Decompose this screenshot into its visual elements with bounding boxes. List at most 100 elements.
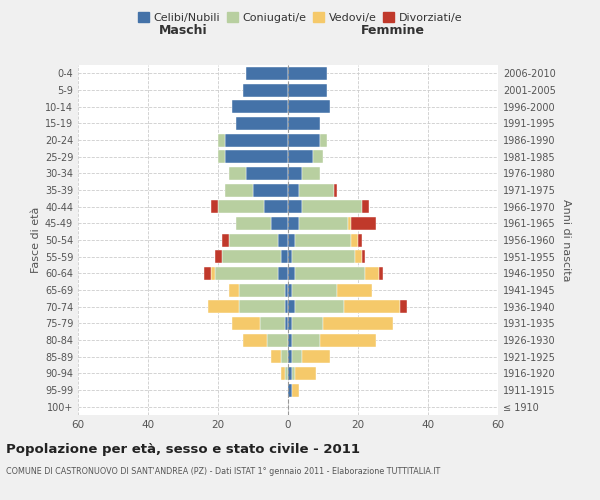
Bar <box>292 384 299 396</box>
Bar <box>379 267 383 280</box>
Bar <box>267 334 288 346</box>
Y-axis label: Fasce di età: Fasce di età <box>31 207 41 273</box>
Bar <box>288 384 292 396</box>
Bar <box>232 317 260 330</box>
Bar <box>292 317 323 330</box>
Y-axis label: Anni di nascita: Anni di nascita <box>561 198 571 281</box>
Bar <box>288 117 320 130</box>
Bar <box>288 217 299 230</box>
Bar <box>211 267 215 280</box>
Bar <box>288 100 330 113</box>
Bar <box>358 234 361 246</box>
Bar <box>320 134 326 146</box>
Bar <box>288 317 292 330</box>
Bar <box>284 284 288 296</box>
Bar <box>292 367 295 380</box>
Bar <box>288 150 313 163</box>
Bar <box>271 350 281 363</box>
Bar <box>221 250 281 263</box>
Bar <box>288 84 326 96</box>
Bar <box>232 100 288 113</box>
Bar <box>277 234 288 246</box>
Bar <box>260 317 284 330</box>
Bar <box>281 350 288 363</box>
Bar <box>284 317 288 330</box>
Text: Popolazione per età, sesso e stato civile - 2011: Popolazione per età, sesso e stato civil… <box>6 442 360 456</box>
Bar <box>277 267 288 280</box>
Bar <box>288 234 295 246</box>
Bar <box>302 167 320 180</box>
Bar <box>288 284 292 296</box>
Bar <box>302 200 361 213</box>
Text: COMUNE DI CASTRONUOVO DI SANT'ANDREA (PZ) - Dati ISTAT 1° gennaio 2011 - Elabora: COMUNE DI CASTRONUOVO DI SANT'ANDREA (PZ… <box>6 468 440 476</box>
Bar <box>253 184 288 196</box>
Bar <box>288 367 292 380</box>
Bar <box>299 184 334 196</box>
Bar <box>239 284 284 296</box>
Bar <box>355 250 361 263</box>
Bar <box>225 150 288 163</box>
Bar <box>215 267 277 280</box>
Bar <box>281 250 288 263</box>
Bar <box>288 167 302 180</box>
Bar <box>288 184 299 196</box>
Bar <box>218 134 225 146</box>
Bar <box>288 67 326 80</box>
Text: Maschi: Maschi <box>158 24 208 38</box>
Bar <box>288 250 292 263</box>
Bar <box>295 300 344 313</box>
Bar <box>334 184 337 196</box>
Bar <box>288 200 302 213</box>
Bar <box>361 250 365 263</box>
Bar <box>235 117 288 130</box>
Bar <box>323 317 393 330</box>
Bar <box>246 167 288 180</box>
Bar <box>263 200 288 213</box>
Bar <box>299 217 347 230</box>
Bar <box>242 334 267 346</box>
Bar <box>351 217 376 230</box>
Bar <box>361 200 368 213</box>
Bar <box>218 200 263 213</box>
Bar <box>365 267 379 280</box>
Bar <box>400 300 407 313</box>
Bar <box>208 300 239 313</box>
Bar <box>344 300 400 313</box>
Bar <box>284 367 288 380</box>
Bar <box>288 267 295 280</box>
Bar <box>246 67 288 80</box>
Bar <box>204 267 211 280</box>
Bar <box>239 300 284 313</box>
Bar <box>242 84 288 96</box>
Bar <box>229 167 246 180</box>
Bar <box>295 234 351 246</box>
Bar <box>292 284 337 296</box>
Bar <box>288 350 292 363</box>
Bar <box>351 234 358 246</box>
Bar <box>288 134 320 146</box>
Bar <box>292 250 355 263</box>
Bar <box>320 334 376 346</box>
Bar <box>347 217 351 230</box>
Bar <box>295 367 316 380</box>
Bar <box>229 234 277 246</box>
Bar <box>313 150 323 163</box>
Bar <box>288 334 292 346</box>
Bar <box>211 200 218 213</box>
Bar <box>288 300 295 313</box>
Bar <box>337 284 372 296</box>
Bar <box>225 184 253 196</box>
Bar <box>225 134 288 146</box>
Bar <box>221 234 229 246</box>
Bar <box>295 267 365 280</box>
Bar <box>302 350 330 363</box>
Bar <box>218 150 225 163</box>
Bar <box>284 300 288 313</box>
Bar <box>271 217 288 230</box>
Bar <box>235 217 271 230</box>
Legend: Celibi/Nubili, Coniugati/e, Vedovi/e, Divorziati/e: Celibi/Nubili, Coniugati/e, Vedovi/e, Di… <box>133 8 467 28</box>
Bar <box>292 350 302 363</box>
Bar <box>281 367 284 380</box>
Bar <box>215 250 221 263</box>
Text: Femmine: Femmine <box>361 24 425 38</box>
